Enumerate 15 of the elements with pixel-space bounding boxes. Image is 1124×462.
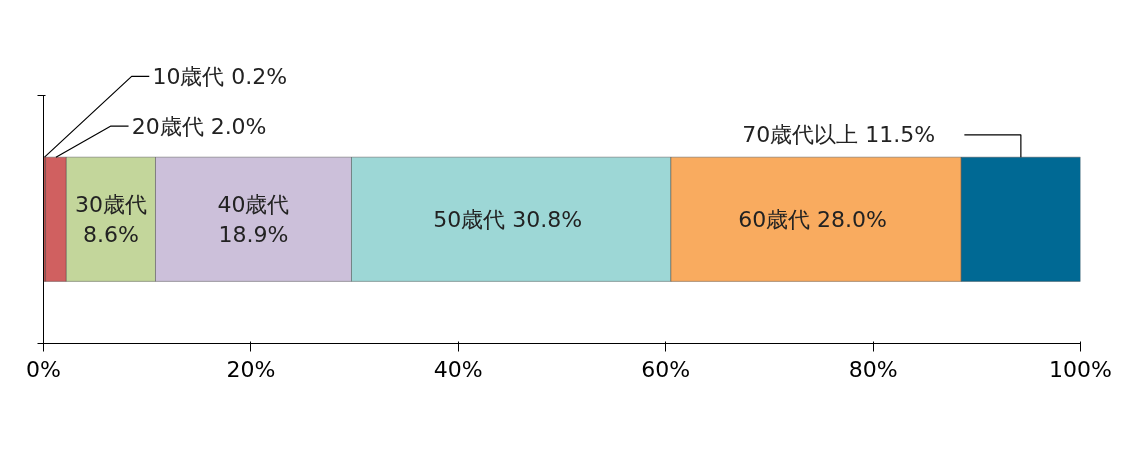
x-tick-label: 80% [848, 356, 898, 382]
series-label: 40歳代 [217, 191, 290, 217]
data-label: 8.6% [82, 221, 139, 247]
x-tick-label: 60% [641, 356, 691, 382]
text: 70歳代以上 11.5% [742, 122, 936, 148]
x-tick-label: 100% [1049, 356, 1112, 382]
data-label: 18.9% [218, 221, 289, 247]
x-tick-label: 0% [26, 356, 61, 382]
text: 20歳代 2.0% [131, 113, 267, 139]
text: 50歳代 30.8% [433, 206, 583, 232]
text: 60歳代 28.0% [738, 206, 888, 232]
text: 10歳代 0.2% [152, 63, 288, 89]
series-label: 30歳代 [74, 191, 147, 217]
x-tick-label: 40% [433, 356, 483, 382]
x-tick-label: 20% [226, 356, 276, 382]
